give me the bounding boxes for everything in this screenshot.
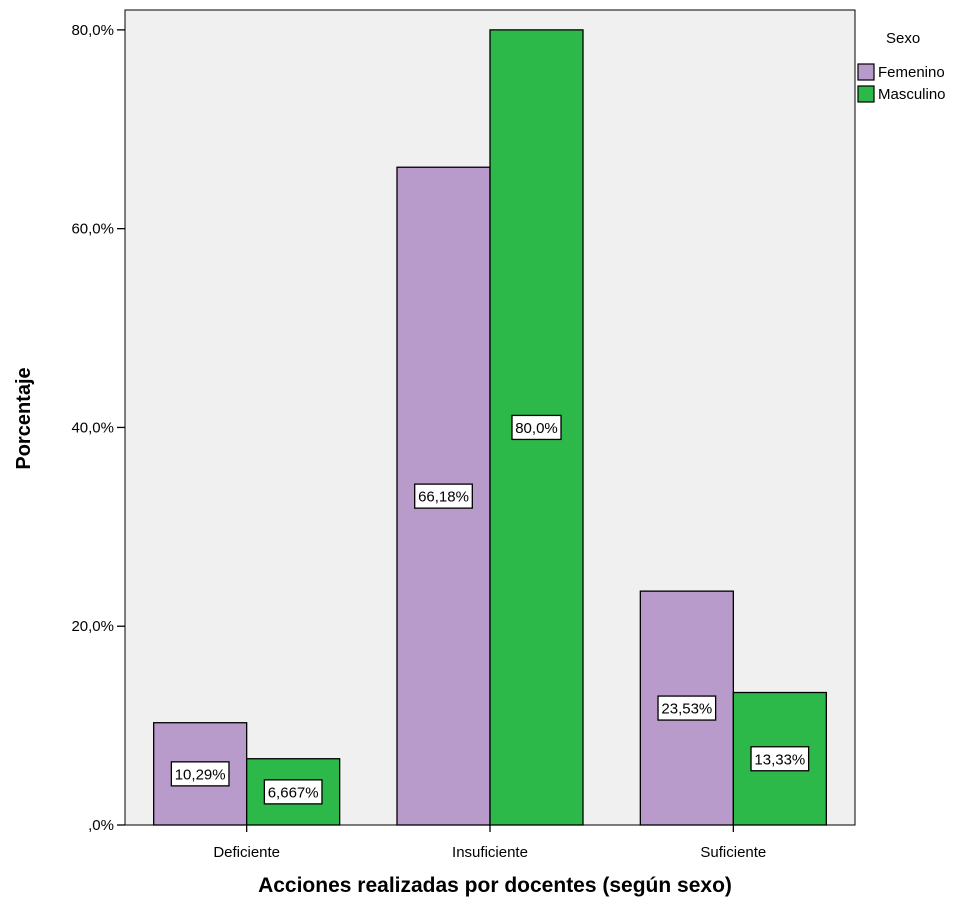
data-label: 23,53% [661,701,712,718]
legend-swatch-femenino [857,63,875,81]
x-tick-label: Deficiente [213,844,280,861]
data-label-box [750,746,810,772]
data-label: 80,0% [515,420,558,437]
legend-title: Sexo [886,30,920,47]
x-axis: Deficiente Insuficiente Suficiente [213,825,766,861]
y-tick-label: 60,0% [71,221,114,238]
data-labels-group: 10,29% 66,18% 23,53% 6,667% 80,0% 13,33% [170,414,810,805]
data-label: 10,29% [175,766,226,783]
data-label-box [263,779,323,805]
y-tick-label: 20,0% [71,618,114,635]
y-axis-title: Porcentaje [13,367,35,469]
data-label: 13,33% [754,751,805,768]
legend-label-femenino: Femenino [878,64,945,81]
y-tick-label: 80,0% [71,22,114,39]
y-tick-label: ,0% [88,817,114,834]
data-label: 66,18% [418,489,469,506]
legend: Sexo Femenino Masculino [857,30,946,103]
data-label-box [657,695,717,721]
data-label-box [511,414,562,441]
x-tick-label: Suficiente [700,844,766,861]
data-label-box [170,761,230,787]
data-label-box [414,483,473,509]
x-axis-title: Acciones realizadas por docentes (según … [258,874,732,897]
y-axis: ,0% 20,0% 40,0% 60,0% 80,0% [71,22,125,834]
y-tick-label: 40,0% [71,419,114,436]
data-label: 6,667% [268,784,319,801]
legend-label-masculino: Masculino [878,86,946,103]
x-tick-label: Insuficiente [452,844,528,861]
legend-swatch-masculino [857,85,875,103]
